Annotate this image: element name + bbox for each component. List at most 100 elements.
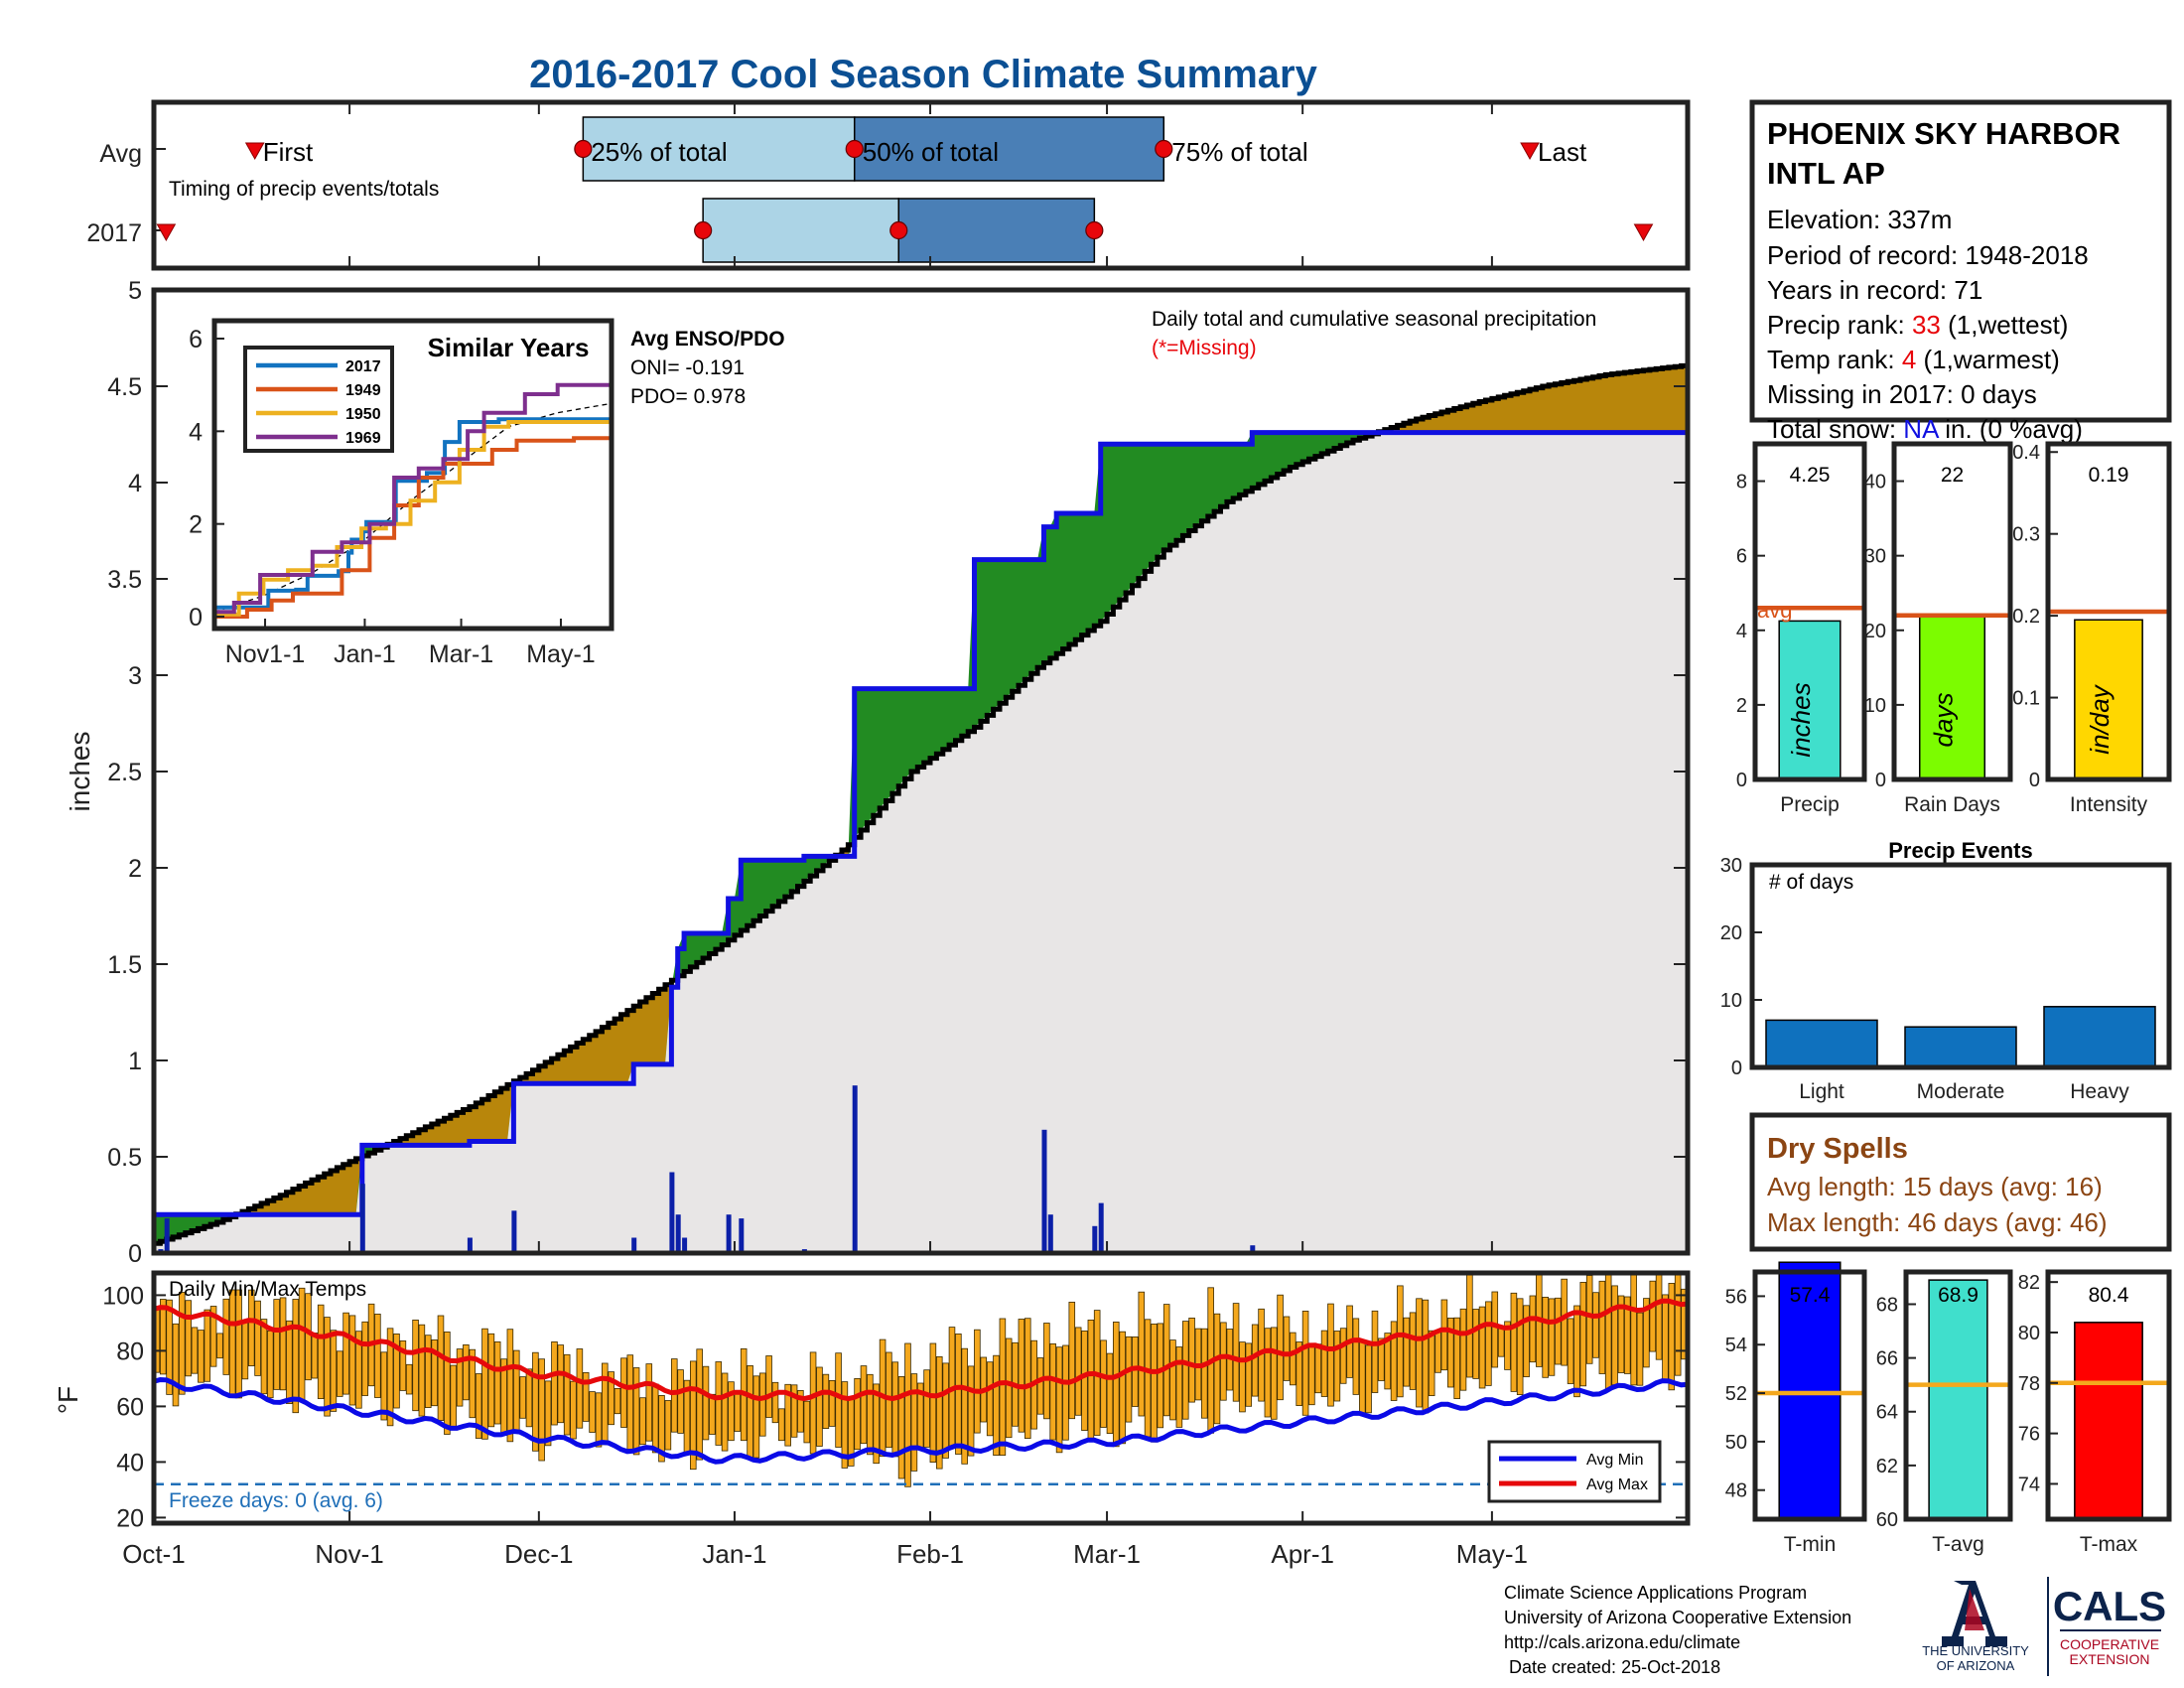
- events-bar-moderate: [1904, 1026, 2017, 1068]
- panel-y-tick-label: 82: [2018, 1272, 2040, 1294]
- timing-avg-last-marker: [1520, 142, 1540, 161]
- temp-day-bar: [1036, 1357, 1044, 1415]
- timing-label-50: 50% of total: [863, 137, 999, 167]
- temp-day-bar: [632, 1367, 640, 1456]
- precip-y-tick-label: 3.5: [107, 566, 142, 594]
- timing-row-2017-label: 2017: [86, 219, 142, 247]
- inset-line-2017: [214, 417, 612, 610]
- temp-day-bar: [431, 1339, 438, 1407]
- timing-label-75: 75% of total: [1171, 137, 1307, 167]
- inset-title: Similar Years: [428, 333, 590, 362]
- timing-2017-25-marker: [694, 220, 713, 240]
- timing-ticks: [153, 102, 1493, 268]
- temp-day-bar: [797, 1390, 804, 1433]
- temp-day-bar: [1239, 1341, 1246, 1413]
- temp-day-bar: [614, 1388, 621, 1415]
- temp-day-bar: [1491, 1291, 1499, 1368]
- inset-series-lines: [214, 370, 612, 619]
- temp-day-bar: [765, 1355, 772, 1418]
- temp-day-bar: [1555, 1297, 1562, 1365]
- daily-precip-bar: [739, 1218, 745, 1253]
- temp-day-bar: [1561, 1278, 1568, 1366]
- temp-day-bar: [1428, 1330, 1435, 1396]
- temp-day-bar: [942, 1362, 949, 1459]
- inset-x-tick-label: Jan-1: [334, 640, 396, 668]
- month-label: Jan-1: [702, 1539, 766, 1569]
- station-name-line2: INTL AP: [1767, 156, 1885, 191]
- inset-legend-label-1950: 1950: [345, 406, 381, 423]
- temp-day-bar: [393, 1334, 400, 1409]
- precip-panel: 0 0.5 1 1.5 2 2.5 3 3.5 4 4.5 5 inches Daily total…: [65, 277, 1691, 1268]
- temp-day-bar: [204, 1309, 211, 1382]
- temp-day-bar: [651, 1383, 659, 1454]
- panel-frame: [1752, 441, 1867, 782]
- enso-title: Avg ENSO/PDO: [630, 328, 785, 351]
- temp-day-bar: [1162, 1304, 1170, 1417]
- temp-day-bar: [1132, 1336, 1139, 1407]
- timing-frame: [151, 99, 1691, 271]
- temp-day-bar: [1277, 1294, 1284, 1401]
- temp-day-bar: [702, 1365, 710, 1441]
- panel-y-tick-label: 30: [1864, 546, 1886, 568]
- temp-day-bar: [803, 1400, 811, 1444]
- temp-day-bar: [222, 1298, 230, 1375]
- events-bar-light: [1765, 1019, 1878, 1068]
- temp-day-bar: [1497, 1328, 1505, 1357]
- footer-line1: Climate Science Applications Program: [1504, 1583, 1807, 1603]
- temp-day-bar: [361, 1321, 368, 1396]
- lower-envelope-fill: [154, 432, 1688, 1253]
- footer-line2: University of Arizona Cooperative Extens…: [1504, 1608, 1851, 1627]
- coop-logo-line2: EXTENSION: [2070, 1651, 2150, 1667]
- timing-avg-first-marker: [244, 142, 265, 161]
- temp-day-bar: [513, 1349, 520, 1432]
- temp-day-bar: [1169, 1339, 1176, 1421]
- daily-precip-bar: [511, 1210, 517, 1253]
- temp-day-bar: [399, 1340, 407, 1391]
- temp-day-bar: [1466, 1273, 1473, 1378]
- panel-value-label: 4.25: [1790, 464, 1831, 487]
- precip-events-panel: Light Moderate Heavy 0 10 20 30: [1720, 855, 2172, 1103]
- timing-avg-box-50-75: [853, 116, 1165, 182]
- temp-day-bar: [1049, 1343, 1056, 1441]
- panel-y-tick-label: 64: [1876, 1402, 1898, 1424]
- legend-avg-min-label: Avg Min: [1586, 1452, 1644, 1469]
- temp-day-bar: [1251, 1324, 1259, 1397]
- temp-day-bar: [929, 1342, 937, 1463]
- timing-note: Timing of precip events/totals: [169, 178, 439, 201]
- temp-day-bar: [1472, 1309, 1479, 1379]
- temp-day-bar: [1271, 1327, 1278, 1420]
- temp-y-tick-label: 60: [116, 1393, 144, 1421]
- temp-day-bar: [999, 1318, 1007, 1457]
- temp-day-bar: [570, 1380, 577, 1440]
- temp-y-axis-label: °F: [53, 1386, 83, 1414]
- temp-day-bar: [778, 1408, 785, 1442]
- temp-day-bar: [1201, 1328, 1208, 1419]
- panel-frame: [1752, 1269, 1867, 1522]
- timing-row-avg-label: Avg: [99, 140, 142, 168]
- dry-spells-avg: Avg length: 15 days (avg: 16): [1767, 1172, 2103, 1201]
- temp-day-bar: [1624, 1296, 1631, 1374]
- dry-spells-frame: [1749, 1112, 2172, 1252]
- temp-day-bar: [1548, 1298, 1556, 1376]
- temp-day-bar: [734, 1393, 742, 1432]
- daily-precip-bars: [158, 1085, 1256, 1253]
- panel-y-tick-label: 80: [2018, 1323, 2040, 1344]
- panel-y-tick-label: 68: [1876, 1294, 1898, 1316]
- precip-y-tick-label: 0.5: [107, 1144, 142, 1172]
- timing-2017-50-marker: [889, 220, 908, 240]
- temp-day-bar: [1384, 1333, 1391, 1390]
- precip-y-tick-label: 1: [128, 1048, 142, 1075]
- temp-day-bar: [380, 1351, 388, 1421]
- temp-day-bar: [493, 1341, 501, 1425]
- temp-day-bar: [1062, 1344, 1069, 1441]
- precip-y-tick-label: 2: [128, 855, 142, 883]
- temp-day-bar: [469, 1348, 477, 1419]
- temp-day-bar: [444, 1332, 451, 1435]
- avg-max-line: [154, 1298, 1688, 1402]
- dry-spells-box: Dry Spells Avg length: 15 days (avg: 16)…: [1749, 1112, 2172, 1252]
- temp-day-bar: [1308, 1346, 1315, 1406]
- ua-a-inner-icon: [1965, 1589, 1984, 1630]
- temp-day-bar: [1611, 1285, 1618, 1386]
- panel-y-tick-label: 0.3: [2012, 524, 2040, 546]
- panel-bar-precip: [1778, 620, 1842, 780]
